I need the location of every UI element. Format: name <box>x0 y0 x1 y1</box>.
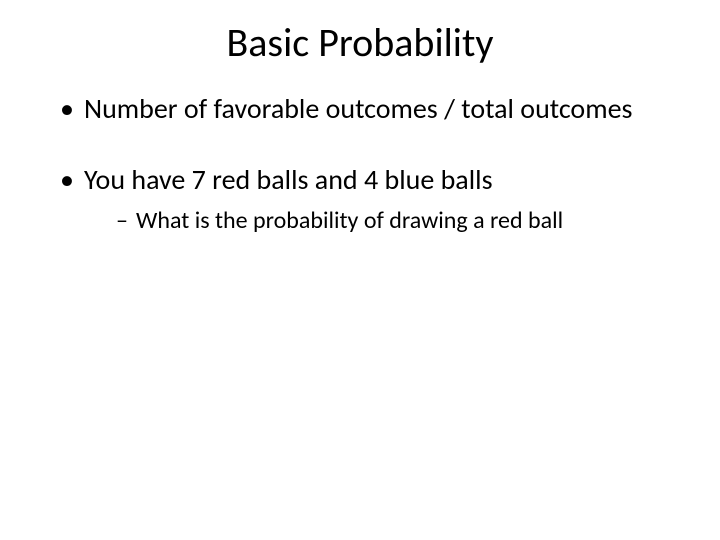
sub-bullet-item: What is the probability of drawing a red… <box>116 205 684 236</box>
bullet-item: You have 7 red balls and 4 blue balls Wh… <box>60 162 684 236</box>
sub-bullet-list: What is the probability of drawing a red… <box>84 205 684 236</box>
slide-title: Basic Probability <box>0 0 720 67</box>
bullet-item: Number of favorable outcomes / total out… <box>60 91 684 126</box>
sub-bullet-text: What is the probability of drawing a red… <box>136 206 563 235</box>
slide-body: Number of favorable outcomes / total out… <box>0 67 720 236</box>
bullet-text: You have 7 red balls and 4 blue balls <box>84 162 493 197</box>
slide: Basic Probability Number of favorable ou… <box>0 0 720 540</box>
bullet-text: Number of favorable outcomes / total out… <box>84 91 632 126</box>
bullet-list: Number of favorable outcomes / total out… <box>36 91 684 236</box>
